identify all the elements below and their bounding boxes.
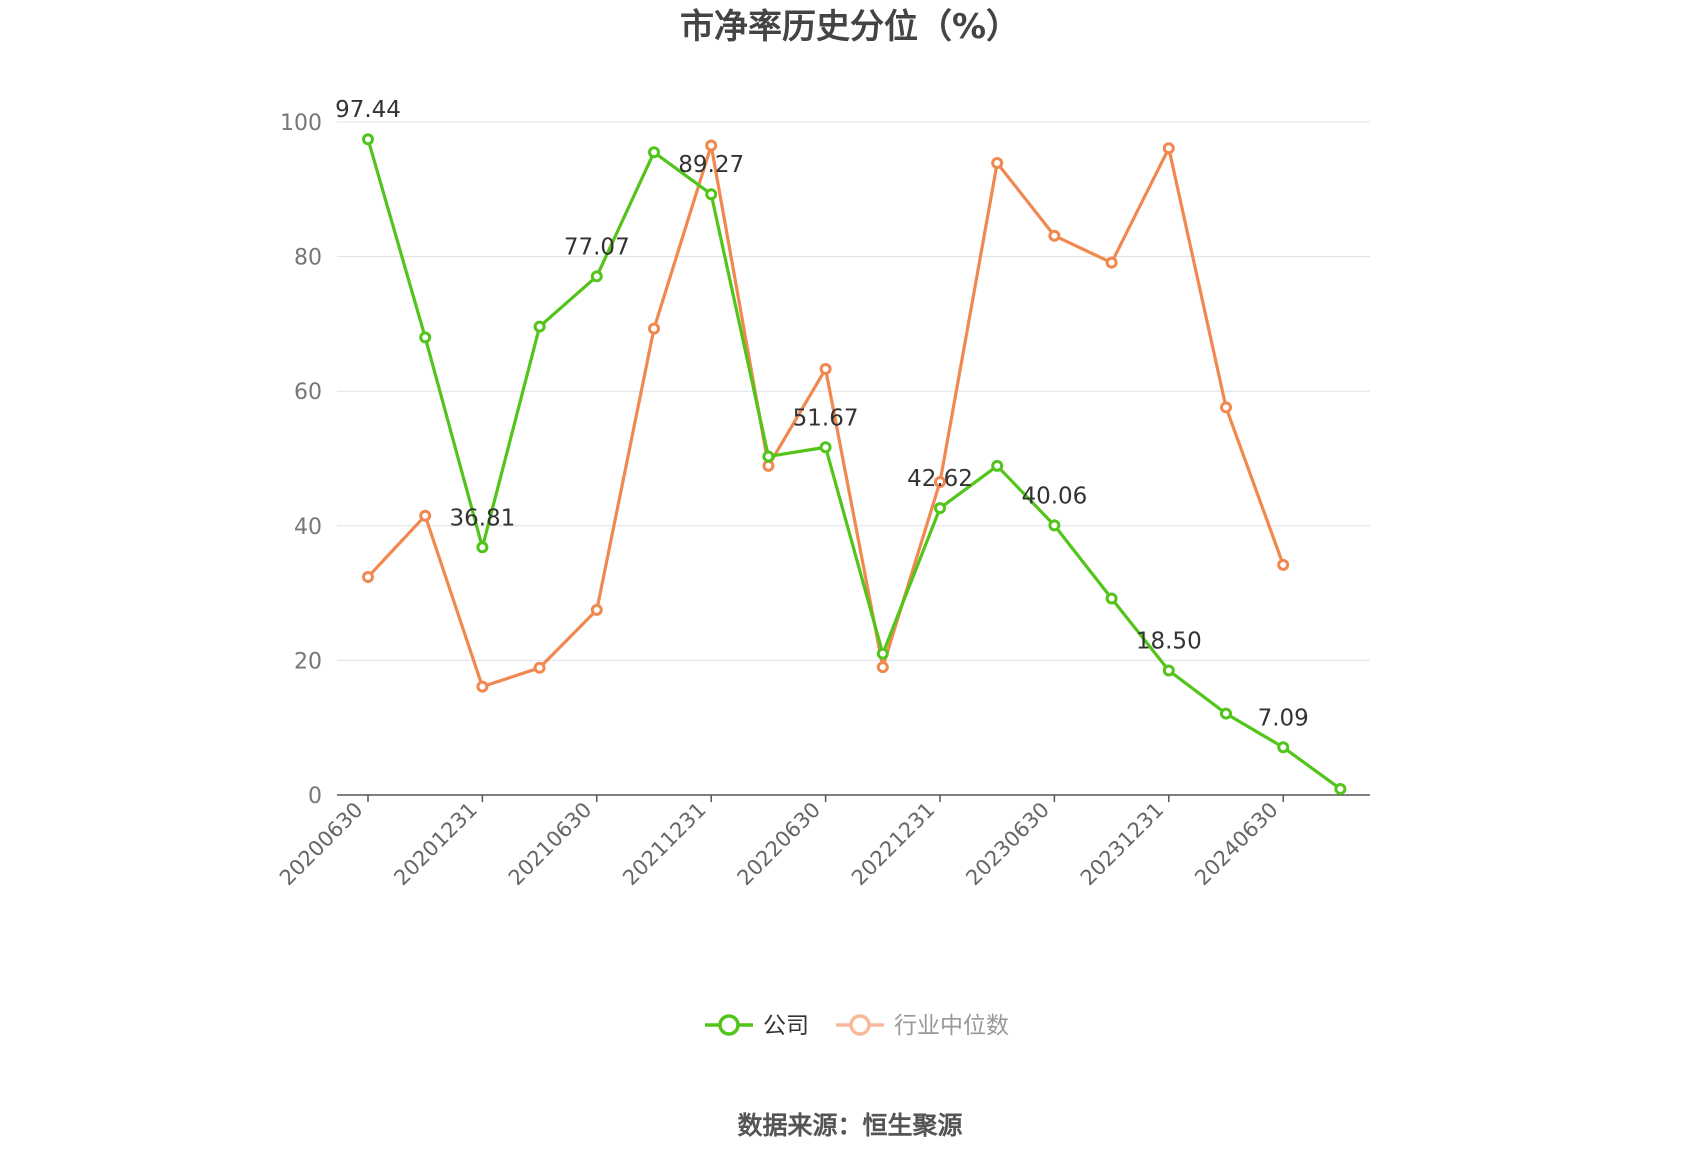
data-label: 89.27: [678, 152, 744, 178]
data-source: 数据来源：恒生聚源: [737, 1111, 962, 1140]
legend-marker-icon: [718, 1014, 740, 1036]
y-tick-label: 100: [280, 111, 322, 136]
x-tick-label: 20230630: [961, 798, 1054, 891]
data-point: [476, 541, 489, 554]
y-tick-label: 60: [294, 380, 322, 405]
x-tick-label: 20200630: [275, 798, 368, 891]
data-label: 18.50: [1136, 628, 1202, 654]
data-point: [991, 157, 1004, 170]
x-tick-label: 20201231: [389, 798, 482, 891]
data-point: [648, 146, 660, 159]
x-tick-label: 20231231: [1076, 798, 1169, 891]
x-axis: 20200630 20201231 20210630 20211231 20220630…: [275, 794, 1370, 891]
legend-label: 公司: [763, 1013, 809, 1039]
y-tick-label: 80: [294, 246, 322, 271]
data-point: [876, 661, 889, 674]
data-point: [590, 270, 603, 283]
y-axis: 0 20 40 60 80 100: [280, 111, 322, 809]
data-point: [1105, 256, 1118, 269]
data-point: [1277, 741, 1290, 754]
data-point: [819, 362, 832, 375]
data-point: [1048, 229, 1061, 242]
data-point: [1162, 142, 1175, 155]
x-tick-label: 20240630: [1190, 798, 1283, 891]
series-company: [362, 133, 1347, 795]
data-point: [934, 502, 946, 515]
series-layer: [362, 133, 1347, 795]
data-labels: 97.44 36.81 77.07 89.27 51.67 42.62 40.06 18.50…: [335, 97, 1309, 731]
data-point: [705, 139, 718, 152]
grid-lines: [337, 121, 1370, 661]
data-point: [705, 188, 718, 201]
data-point: [876, 647, 889, 660]
data-label: 36.81: [449, 505, 515, 531]
data-point: [419, 331, 432, 344]
data-point: [533, 661, 546, 674]
data-point: [934, 476, 946, 489]
data-point: [762, 459, 775, 472]
data-label: 40.06: [1021, 483, 1087, 509]
legend-marker-icon: [849, 1014, 871, 1036]
data-label: 51.67: [793, 405, 859, 431]
data-point: [362, 133, 374, 146]
data-label: 7.09: [1258, 705, 1309, 731]
data-point: [991, 459, 1004, 472]
data-point: [362, 570, 374, 583]
data-label: 97.44: [335, 97, 401, 123]
data-label: 77.07: [564, 234, 630, 260]
x-tick-label: 20221231: [847, 798, 940, 891]
data-point: [1220, 707, 1232, 720]
data-point: [1048, 519, 1061, 532]
y-tick-label: 20: [294, 649, 322, 674]
data-point: [1105, 592, 1118, 605]
data-label: 42.62: [907, 466, 973, 492]
x-tick-label: 20220630: [733, 798, 826, 891]
series-line: [366, 138, 1342, 791]
data-point: [533, 320, 546, 333]
legend-item-company[interactable]: 公司: [705, 1013, 809, 1039]
y-tick-label: 40: [294, 515, 322, 540]
data-point: [648, 322, 660, 335]
data-point: [1220, 401, 1232, 414]
legend: 公司 行业中位数: [705, 1013, 1009, 1039]
data-point: [1277, 558, 1290, 571]
data-point: [419, 509, 432, 522]
data-point: [762, 450, 775, 463]
chart-title: 市净率历史分位（%）: [680, 7, 1020, 47]
data-point: [476, 680, 489, 693]
data-point: [819, 441, 832, 454]
data-point: [590, 603, 603, 616]
series-industry-median: [362, 139, 1290, 693]
y-tick-label: 0: [308, 784, 322, 809]
x-tick-label: 20211231: [618, 798, 711, 891]
data-point: [1162, 664, 1175, 677]
legend-item-industry-median[interactable]: 行业中位数: [836, 1013, 1009, 1039]
legend-label: 行业中位数: [894, 1013, 1009, 1039]
data-point: [1334, 782, 1347, 795]
x-tick-label: 20210630: [504, 798, 597, 891]
